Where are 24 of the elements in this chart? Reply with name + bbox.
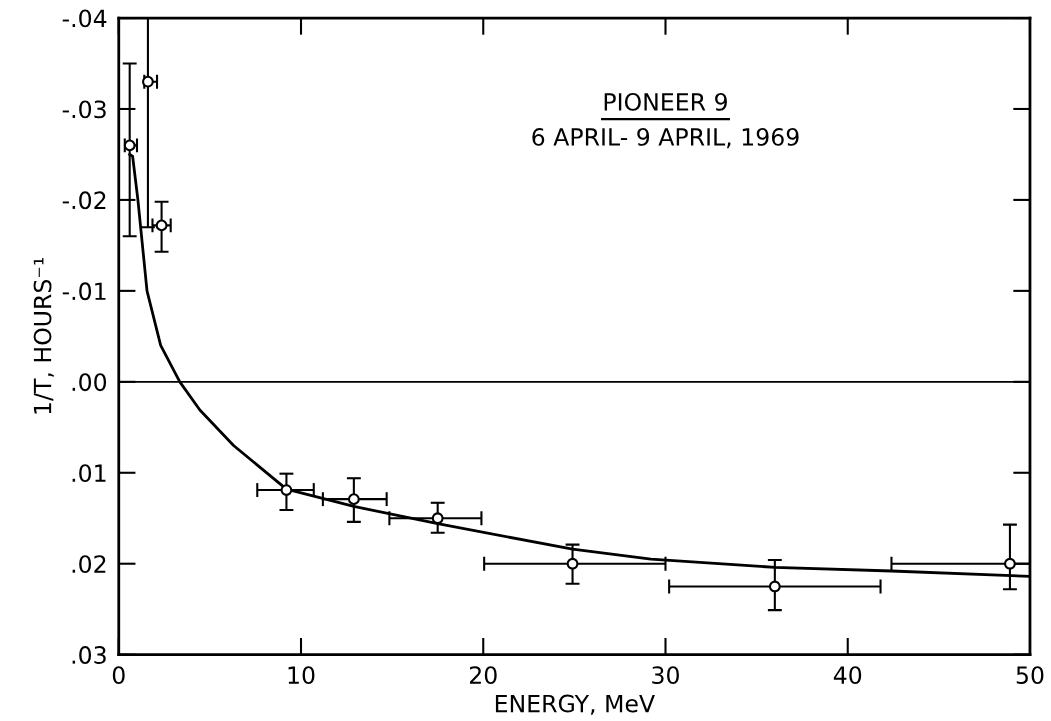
- y-tick-label: .03: [72, 646, 106, 664]
- x-tick-label: 50: [1016, 666, 1044, 685]
- x-tick-label: 20: [469, 666, 497, 685]
- point: [347, 493, 360, 506]
- x-tick-label: 0: [112, 666, 125, 685]
- y-axis-title: 1/T, HOURS⁻¹: [33, 257, 54, 414]
- y-tick-label: .01: [72, 464, 106, 483]
- annotation: PIONEER 9: [604, 92, 727, 111]
- x-axis-title: ENERGY, MeV: [495, 694, 655, 715]
- point: [142, 75, 154, 88]
- x-tick-label: 30: [652, 666, 679, 685]
- point: [1004, 557, 1016, 570]
- y-tick-label: .00: [72, 373, 107, 392]
- y-tick-label: .02: [72, 555, 106, 574]
- x-tick-label: 10: [288, 666, 315, 685]
- annotation: 6 APRIL- 9 APRIL, 1969: [532, 127, 799, 149]
- y-tick-label: -.04: [62, 9, 107, 28]
- y-tick-label: -.01: [62, 282, 106, 301]
- y-tick-label: -.03: [62, 100, 106, 119]
- point: [280, 484, 293, 496]
- point: [566, 557, 579, 570]
- point: [768, 580, 781, 593]
- y-tick-label: -.02: [62, 191, 106, 210]
- x-tick-label: 40: [833, 666, 862, 685]
